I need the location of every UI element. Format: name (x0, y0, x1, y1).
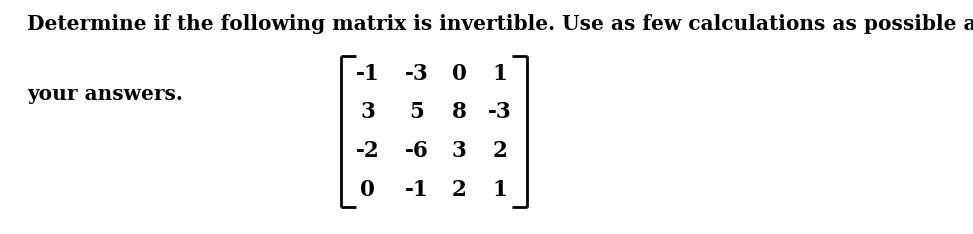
Text: 1: 1 (492, 63, 508, 85)
Text: 0: 0 (451, 63, 467, 85)
Text: Determine if the following matrix is invertible. Use as few calculations as poss: Determine if the following matrix is inv… (27, 14, 973, 34)
Text: 3: 3 (360, 101, 376, 123)
Text: your answers.: your answers. (27, 84, 183, 104)
Text: -1: -1 (356, 63, 379, 85)
Text: -3: -3 (488, 101, 512, 123)
Text: 1: 1 (492, 179, 508, 201)
Text: 2: 2 (492, 140, 508, 162)
Text: 0: 0 (360, 179, 376, 201)
Text: -1: -1 (405, 179, 428, 201)
Text: -6: -6 (405, 140, 428, 162)
Text: 8: 8 (451, 101, 467, 123)
Text: 3: 3 (451, 140, 467, 162)
Text: 2: 2 (451, 179, 467, 201)
Text: -2: -2 (356, 140, 379, 162)
Text: -3: -3 (405, 63, 428, 85)
Text: 5: 5 (409, 101, 424, 123)
